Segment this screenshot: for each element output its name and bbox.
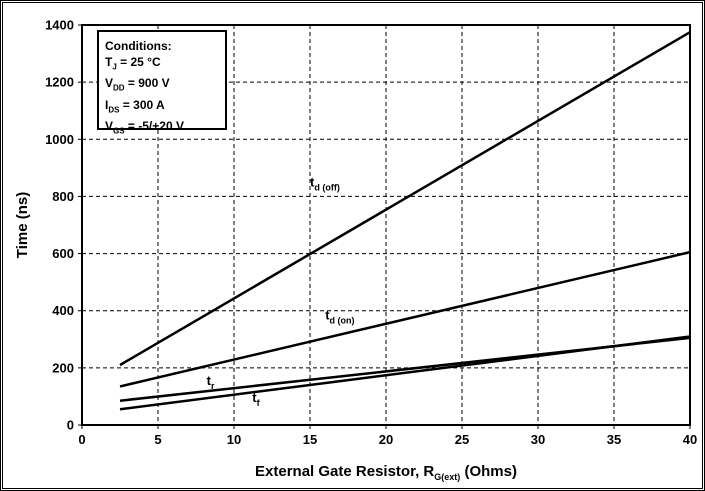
condition-ids: IDS = 300 A xyxy=(105,97,165,115)
series-label-t-r: tr xyxy=(207,373,215,391)
y-tick-label: 1400 xyxy=(45,18,74,33)
condition-tj: TJ = 25 °C xyxy=(105,55,161,72)
y-tick-label: 400 xyxy=(52,303,74,318)
conditions-box: Conditions: TJ = 25 °C VDD = 900 V IDS =… xyxy=(97,30,227,136)
x-axis-title-unit: (Ohms) xyxy=(460,463,517,480)
series-label-t-d-on: td (on) xyxy=(325,307,354,325)
y-tick-label: 1000 xyxy=(45,132,74,147)
conditions-heading: Conditions: xyxy=(105,39,172,53)
y-axis-title: Time (ns) xyxy=(14,192,31,258)
series-label-t-d-off: td (off) xyxy=(310,174,340,192)
x-tick-label: 25 xyxy=(455,432,469,447)
y-tick-label: 200 xyxy=(52,360,74,375)
x-tick-label: 35 xyxy=(607,432,621,447)
x-axis-title: External Gate Resistor, RG(ext) (Ohms) xyxy=(255,463,517,482)
y-tick-label: 0 xyxy=(67,418,74,433)
series-labels: td (off) td (on) tr tf xyxy=(207,174,355,408)
series-line-t-d-off xyxy=(119,31,691,367)
x-tick-label: 15 xyxy=(303,432,317,447)
x-tick-label: 0 xyxy=(78,432,85,447)
series-lines xyxy=(119,31,691,411)
x-tick-label: 5 xyxy=(154,432,161,447)
x-tick-label: 20 xyxy=(379,432,393,447)
series-line-t-f xyxy=(119,335,691,411)
x-tick-label: 30 xyxy=(531,432,545,447)
x-tick-label: 10 xyxy=(227,432,241,447)
axis-ticks: 0 5 10 15 20 25 30 35 40020040060080010001200140… xyxy=(45,18,697,448)
series-label-t-f: tf xyxy=(252,390,260,408)
y-tick-label: 1200 xyxy=(45,75,74,90)
y-tick-label: 800 xyxy=(52,189,74,204)
y-tick-label: 600 xyxy=(52,246,74,261)
condition-vgs: VGS = -5/+20 V xyxy=(105,119,184,136)
x-axis-title-main: External Gate Resistor, R xyxy=(255,463,434,480)
x-axis-title-subscript: G(ext) xyxy=(434,472,460,482)
x-tick-label: 40 xyxy=(683,432,697,447)
series-line-t-d-on xyxy=(119,250,691,388)
condition-vdd: VDD = 900 V xyxy=(105,76,170,93)
